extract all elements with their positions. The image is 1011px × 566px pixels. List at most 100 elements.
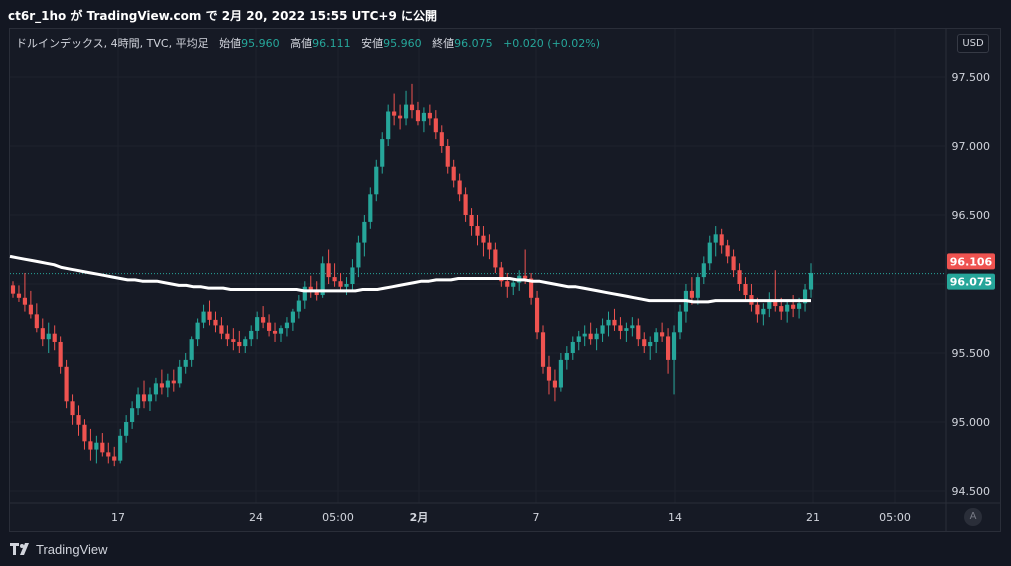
candle-body [183, 359, 188, 367]
candle-body [761, 308, 766, 315]
candle-body [368, 194, 373, 222]
candle-body [529, 278, 534, 298]
candlestick-chart[interactable]: 17 24 05:00 2月 7 14 21 05:00 94.500 95.000 95.500 9… [0, 0, 1011, 532]
candle-body [451, 166, 456, 181]
candle-body [403, 104, 409, 119]
candle-body [284, 322, 290, 329]
candle-body [636, 325, 641, 340]
candle-body [296, 300, 301, 312]
candle-body [648, 341, 653, 347]
candle-body [88, 441, 93, 450]
candle-body [588, 333, 593, 340]
x-tick-label: 24 [249, 511, 263, 524]
candle-body [785, 304, 790, 312]
candle-body [266, 322, 272, 331]
candle-body [28, 304, 33, 315]
candle-body [255, 317, 260, 331]
candle-body [415, 110, 421, 122]
candle-body [743, 284, 748, 296]
candle-body [427, 112, 432, 119]
candle-body [642, 339, 647, 347]
candle-body [737, 270, 742, 284]
candle-body [755, 304, 760, 315]
candle-body [713, 234, 718, 243]
currency-button[interactable]: USD [957, 34, 989, 53]
x-tick-label: 21 [806, 511, 820, 524]
candle-body [332, 277, 337, 282]
candle-body [791, 304, 796, 309]
candle-body [58, 341, 63, 367]
candle-body [219, 325, 224, 334]
candle-body [540, 332, 546, 367]
candle-body [100, 442, 105, 453]
candle-body [457, 180, 462, 195]
candle-body [725, 245, 730, 257]
candle-body [106, 452, 111, 457]
candle-body [159, 383, 164, 388]
candle-body [624, 328, 629, 331]
candle-body [660, 332, 665, 337]
candle-body [261, 317, 266, 323]
candle-body [272, 330, 278, 334]
price-label-box [947, 273, 995, 290]
candle-body [46, 333, 51, 340]
y-tick-label: 94.500 [952, 485, 991, 498]
candle-body [16, 293, 22, 298]
legend-close-value: 96.075 [454, 37, 493, 50]
candle-body [576, 336, 581, 342]
candle-body [82, 424, 87, 442]
candle-body [773, 300, 778, 307]
candle-body [135, 394, 141, 409]
candle-body [201, 311, 206, 323]
candle-body [469, 215, 474, 227]
tradingview-logo-text: TradingView [36, 541, 108, 557]
candle-body [767, 300, 772, 309]
candle-body [344, 284, 349, 287]
candle-body [475, 226, 480, 236]
candle-body [338, 281, 343, 287]
x-tick-label: 7 [533, 511, 540, 524]
candle-body [701, 263, 706, 278]
candle-body [481, 235, 486, 243]
tradingview-logo[interactable]: TradingView [10, 541, 108, 557]
candle-body [76, 415, 81, 425]
candle-body [52, 333, 57, 342]
price-label-text: 96.106 [950, 255, 993, 268]
legend-open-value: 95.960 [241, 37, 280, 50]
candle-body [380, 139, 385, 167]
candle-body [487, 242, 492, 250]
y-tick-label: 97.500 [952, 71, 991, 84]
publish-bar: ct6r_1ho が TradingView.com で 2月 20, 2022… [0, 0, 1011, 28]
auto-scale-button[interactable]: A [964, 508, 982, 526]
candle-body [534, 297, 540, 333]
candle-body [40, 328, 45, 340]
footer: TradingView [0, 532, 1011, 566]
y-tick-label: 96.500 [952, 209, 991, 222]
candle-body [618, 325, 623, 331]
candle-body [802, 289, 808, 304]
candle-body [797, 303, 802, 309]
candle-body [665, 336, 671, 360]
candle-body [511, 282, 516, 287]
candle-body [707, 242, 712, 264]
candle-body [570, 341, 575, 353]
candle-body [290, 311, 295, 323]
candle-body [606, 319, 611, 326]
candle-body [671, 332, 677, 360]
legend-symbol: ドルインデックス, 4時間, TVC, 平均足 [16, 37, 209, 50]
candle-body [34, 314, 39, 329]
candle-body [320, 263, 325, 296]
candle-body [695, 277, 700, 298]
candle-body [308, 286, 313, 291]
candle-body [130, 408, 135, 422]
tradingview-logo-icon [10, 543, 29, 555]
candle-body [499, 267, 504, 282]
candle-body [189, 339, 194, 360]
candle-body [153, 383, 159, 395]
candle-body [439, 132, 444, 146]
candle-body [463, 194, 468, 215]
candle-body [779, 306, 784, 312]
y-tick-label: 95.000 [952, 416, 991, 429]
legend-high-label: 高値 [290, 37, 313, 50]
candle-body [171, 380, 176, 384]
